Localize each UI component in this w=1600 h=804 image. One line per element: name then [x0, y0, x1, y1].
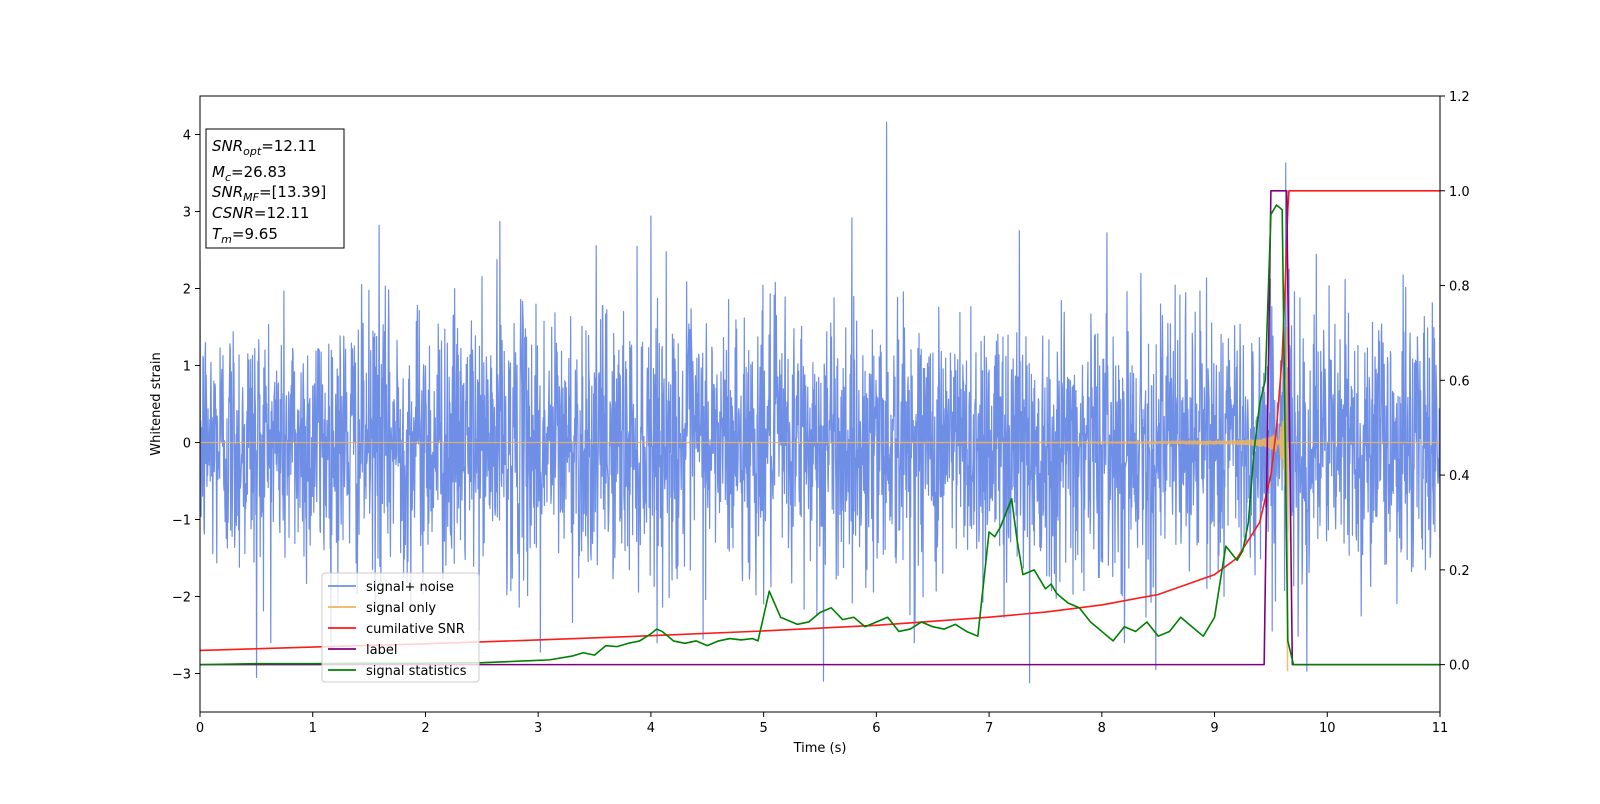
legend-entry-label: label — [366, 643, 397, 658]
y-right-tick-label: 0.4 — [1449, 469, 1470, 484]
legend-entry-label: signal statistics — [366, 664, 467, 679]
info-box-line: CSNR=12.11 — [212, 204, 309, 222]
x-tick-label: 9 — [1210, 721, 1218, 736]
y-left-tick-label: 4 — [183, 129, 191, 144]
y-right-tick-label: 0.6 — [1449, 374, 1470, 389]
info-box-line: SNRopt=12.11 — [212, 137, 317, 158]
x-tick-label: 0 — [196, 721, 204, 736]
x-tick-label: 5 — [759, 721, 767, 736]
y-right-tick-label: 1.2 — [1449, 90, 1470, 105]
x-tick-label: 10 — [1319, 721, 1336, 736]
series-cumulative-snr — [200, 189, 1440, 652]
y-left-tick-label: −2 — [172, 591, 191, 606]
x-axis-label: Time (s) — [793, 741, 847, 756]
y-right-tick-label: 0.2 — [1449, 564, 1470, 579]
info-box-line: Mc=26.83 — [212, 163, 287, 184]
y-left-tick-label: 0 — [183, 437, 191, 452]
legend-entry-label: cumilative SNR — [366, 622, 465, 637]
info-box-frame — [205, 128, 345, 249]
y-left-tick-label: 3 — [183, 206, 191, 221]
plot-frame — [199, 95, 1441, 713]
x-tick-label: 4 — [647, 721, 655, 736]
info-box-line: Tm=9.65 — [212, 225, 278, 246]
legend-frame — [321, 572, 480, 683]
y-right-tick-label: 0.8 — [1449, 280, 1470, 295]
y-axis-left: −3 −2 −1 0 1 2 3 4 — [172, 129, 200, 683]
y-right-tick-label: 1.0 — [1449, 185, 1470, 200]
series-signal-only — [200, 327, 1440, 672]
y-right-tick-label: 0.0 — [1449, 659, 1470, 674]
legend-entry-label: signal only — [366, 601, 436, 616]
x-tick-label: 6 — [872, 721, 880, 736]
x-tick-label: 8 — [1098, 721, 1106, 736]
y-axis-right: 0.0 0.2 0.4 0.6 0.8 1.0 1.2 — [1440, 90, 1470, 674]
legend: signal+ noise signal only cumilative SNR la… — [321, 572, 480, 683]
y-left-tick-label: −3 — [172, 668, 191, 683]
y-left-tick-label: 1 — [183, 360, 191, 375]
x-tick-label: 11 — [1432, 721, 1449, 736]
series-signal-statistics — [200, 204, 1440, 666]
y-axis-label: Whitened strain — [149, 352, 164, 455]
legend-entry-label: signal+ noise — [366, 580, 454, 595]
series-signal-noise — [200, 121, 1440, 684]
y-left-tick-label: 2 — [183, 283, 191, 298]
plot-area — [200, 121, 1440, 684]
x-tick-label: 3 — [534, 721, 542, 736]
x-axis: 0 1 2 3 4 5 6 7 8 9 10 11 — [196, 712, 1448, 736]
info-box-line: SNRMF=[13.39] — [212, 183, 326, 204]
x-tick-label: 7 — [985, 721, 993, 736]
x-tick-label: 1 — [309, 721, 317, 736]
x-tick-label: 2 — [421, 721, 429, 736]
y-left-tick-label: −1 — [172, 514, 191, 529]
info-box: SNRopt=12.11 Mc=26.83SNRMF=[13.39]CSNR=12… — [205, 128, 345, 249]
